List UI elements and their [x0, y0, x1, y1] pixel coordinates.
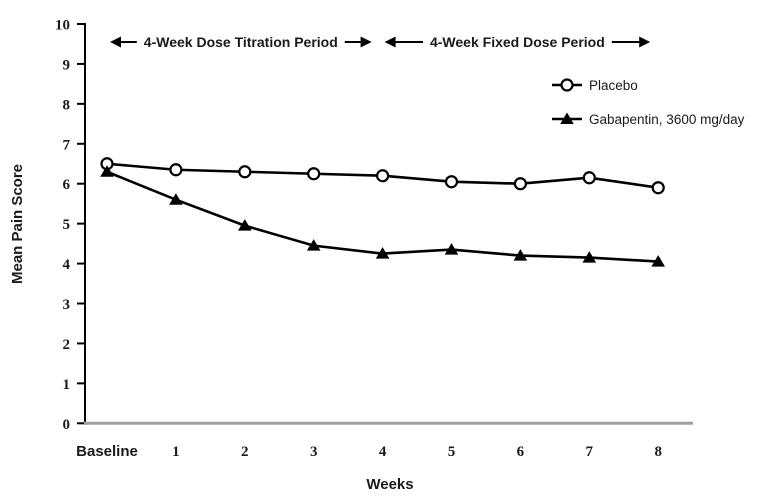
- gabapentin-point-icon: [560, 112, 574, 124]
- placebo-point-icon: [513, 177, 528, 191]
- y-tick-label: 5: [63, 217, 71, 233]
- legend-item: Gabapentin, 3600 mg/day: [552, 112, 745, 127]
- placebo-point-icon: [238, 165, 252, 179]
- y-tick-label: 0: [63, 417, 71, 433]
- y-tick-label: 2: [63, 337, 71, 353]
- x-tick-label: 3: [310, 444, 318, 460]
- y-tick-label: 6: [63, 177, 71, 193]
- x-tick-label: 4: [379, 444, 387, 460]
- x-axis-title: Weeks: [366, 476, 413, 493]
- placebo-point-icon: [307, 167, 321, 181]
- annotation-label-bg: [422, 34, 612, 50]
- gabapentin-point-icon: [169, 193, 183, 205]
- annotation-label: 4-Week Dose Titration Period: [144, 34, 338, 50]
- x-tick-label: 8: [654, 444, 662, 460]
- arrow-right-icon: [639, 36, 651, 48]
- y-axis-title: Mean Pain Score: [9, 164, 26, 284]
- y-tick-label: 9: [63, 57, 71, 73]
- x-tick-label: 1: [172, 444, 180, 460]
- legend-label: Gabapentin, 3600 mg/day: [589, 112, 745, 127]
- legend-item: Placebo: [552, 78, 638, 93]
- y-tick-label: 7: [63, 137, 71, 153]
- annotation-label: 4-Week Fixed Dose Period: [430, 34, 605, 50]
- x-tick-label: 6: [517, 444, 525, 460]
- period-annotation: 4-Week Fixed Dose Period: [384, 34, 651, 50]
- gabapentin-point-icon: [651, 255, 665, 267]
- series-placebo: [100, 157, 665, 195]
- y-tick-label: 8: [63, 97, 71, 113]
- x-tick-label: 7: [586, 444, 594, 460]
- gabapentin-point-icon: [513, 249, 528, 261]
- series-gabapentin: [100, 165, 665, 267]
- placebo-point-icon: [169, 163, 183, 177]
- gabapentin-point-icon: [306, 239, 321, 251]
- y-tick-label: 1: [63, 377, 71, 393]
- y-tick-label: 3: [63, 297, 71, 313]
- gabapentin-point-icon: [444, 243, 459, 255]
- x-tick-label: 5: [448, 444, 456, 460]
- arrow-right-icon: [360, 36, 372, 48]
- placebo-point-icon: [444, 175, 459, 189]
- legend: Placebo Gabapentin, 3600 mg/day: [552, 78, 745, 127]
- gabapentin-point-icon: [100, 165, 114, 177]
- placebo-point-icon: [376, 169, 390, 183]
- arrow-left-icon: [110, 36, 121, 48]
- annotation-label-bg: [136, 34, 345, 50]
- y-tick-label: 10: [55, 18, 70, 34]
- placebo-point-icon: [582, 171, 596, 185]
- period-annotation: 4-Week Dose Titration Period: [110, 34, 372, 50]
- gabapentin-point-icon: [375, 247, 390, 259]
- legend-label: Placebo: [589, 78, 638, 93]
- y-tick-label: 4: [63, 257, 71, 273]
- gabapentin-point-icon: [238, 219, 252, 231]
- arrow-left-icon: [384, 36, 396, 48]
- gabapentin-point-icon: [582, 251, 597, 263]
- placebo-point-icon: [651, 181, 665, 195]
- x-tick-label: Baseline: [76, 443, 138, 460]
- placebo-point-icon: [560, 78, 574, 92]
- x-tick-label: 2: [241, 444, 249, 460]
